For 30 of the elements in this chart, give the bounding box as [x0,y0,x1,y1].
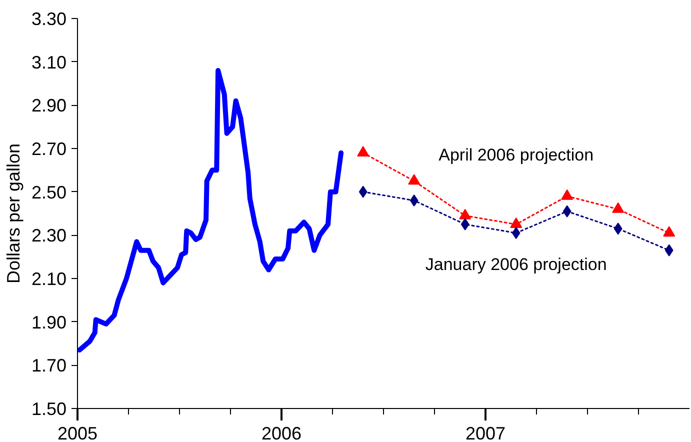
point [664,244,674,256]
point [358,186,368,198]
point [460,218,470,230]
x-tick-label: 2005 [57,424,98,442]
y-tick-label: 3.10 [31,52,67,72]
y-tick-label: 2.30 [31,226,67,246]
y-tick-label: 2.10 [31,269,67,289]
point [357,146,370,157]
y-tick-label: 1.70 [31,356,67,376]
x-tick-label: 2007 [465,424,506,442]
y-axis-title: Dollars per gallon [3,143,24,284]
y-tick-label: 1.50 [31,399,67,419]
point [408,174,420,185]
series-label: April 2006 projection [438,145,594,164]
point [459,208,472,220]
x-tick-label: 2006 [261,424,302,442]
point [512,227,520,239]
point [562,205,572,218]
y-tick-label: 2.70 [31,139,67,159]
point [614,222,622,235]
y-tick-label: 2.90 [31,96,67,116]
point [612,202,624,213]
series-label: January 2006 projection [425,255,607,274]
point [510,217,522,228]
y-tick-label: 1.90 [31,312,67,332]
y-tick-label: 3.30 [31,9,67,29]
y-tick-label: 2.50 [31,182,67,202]
point [410,194,418,206]
point [663,226,676,237]
point [561,189,574,200]
